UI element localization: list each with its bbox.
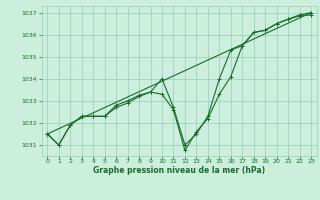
X-axis label: Graphe pression niveau de la mer (hPa): Graphe pression niveau de la mer (hPa): [93, 166, 265, 175]
